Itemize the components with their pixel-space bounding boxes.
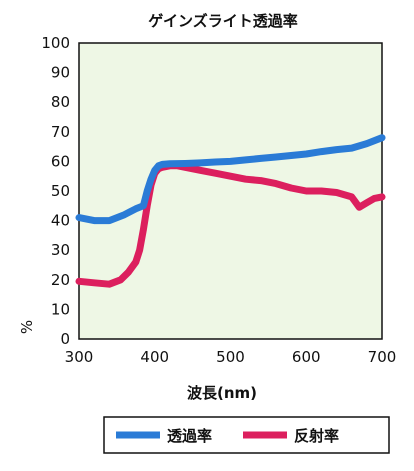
legend-label: 反射率	[294, 427, 339, 445]
y-tick-label: 0	[60, 330, 70, 348]
y-tick-label: 70	[51, 123, 70, 141]
x-tick-label: 500	[216, 348, 245, 366]
y-tick-label: 40	[51, 212, 70, 230]
y-tick-label: 50	[51, 182, 70, 200]
x-tick-label: 400	[140, 348, 169, 366]
x-tick-label: 700	[368, 348, 397, 366]
y-tick-label: 100	[41, 34, 70, 52]
x-axis-label: 波長(nm)	[187, 384, 257, 402]
y-tick-label: 80	[51, 93, 70, 111]
series-line	[75, 162, 386, 288]
legend-label: 透過率	[167, 427, 212, 445]
chart-title: ゲインズライト透過率	[148, 12, 297, 30]
y-tick-label: 10	[51, 300, 70, 318]
y-unit-label: %	[18, 320, 36, 334]
y-tick-label: 20	[51, 271, 70, 289]
x-tick-label: 300	[65, 348, 94, 366]
y-tick-label: 90	[51, 64, 70, 82]
series-line	[75, 134, 386, 225]
x-tick-label: 600	[292, 348, 321, 366]
y-tick-label: 60	[51, 152, 70, 170]
y-tick-label: 30	[51, 241, 70, 259]
